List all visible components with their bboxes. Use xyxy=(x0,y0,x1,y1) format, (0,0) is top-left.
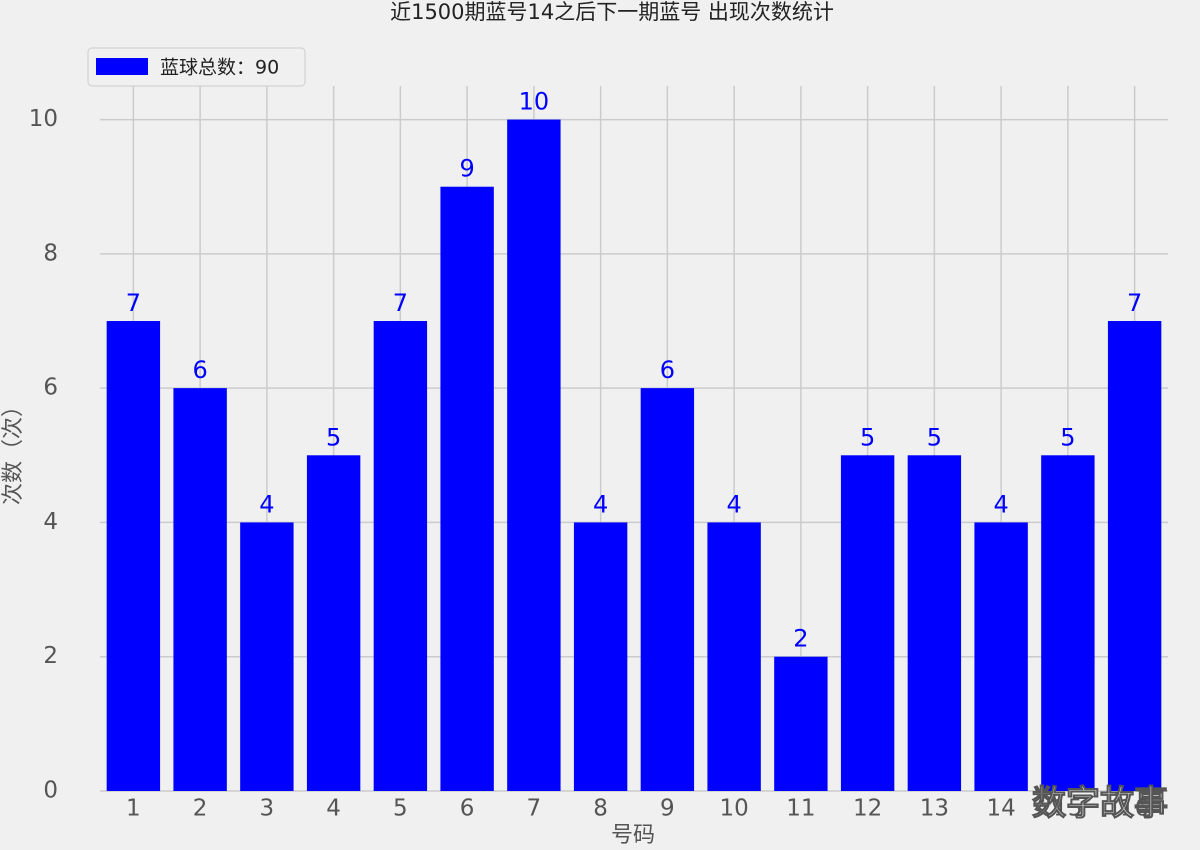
value-label: 2 xyxy=(793,625,808,653)
x-tick-label: 8 xyxy=(593,796,608,822)
value-label: 7 xyxy=(1127,289,1142,317)
x-tick-label: 15 xyxy=(1053,796,1082,822)
x-tick-label: 14 xyxy=(986,796,1015,822)
y-tick-label: 10 xyxy=(29,106,58,132)
legend-swatch xyxy=(96,58,148,75)
bar xyxy=(707,522,761,791)
value-label: 9 xyxy=(459,155,474,183)
x-axis-label: 号码 xyxy=(611,823,655,848)
bar xyxy=(640,388,695,791)
bar xyxy=(240,522,294,791)
x-tick-label: 12 xyxy=(853,796,882,822)
bar xyxy=(373,321,428,791)
y-tick-label: 6 xyxy=(43,375,58,401)
y-axis-label: 次数（次） xyxy=(1,395,26,505)
value-label: 4 xyxy=(993,490,1008,518)
y-tick-label: 8 xyxy=(43,240,58,266)
bar xyxy=(573,522,628,791)
bar xyxy=(907,455,962,791)
bar xyxy=(974,522,1028,791)
watermark: 数字故事 xyxy=(1032,784,1168,824)
bar xyxy=(507,119,561,792)
value-label: 4 xyxy=(726,490,741,518)
y-tick-label: 2 xyxy=(43,643,58,669)
legend-label: 蓝球总数：90 xyxy=(160,57,279,79)
x-tick-label: 6 xyxy=(460,796,475,822)
value-label: 4 xyxy=(259,490,274,518)
x-tick-label: 16 xyxy=(1120,796,1149,822)
bar xyxy=(1041,455,1095,791)
bar xyxy=(306,455,361,791)
x-tick-label: 9 xyxy=(660,796,675,822)
chart-title: 近1500期蓝号14之后下一期蓝号 出现次数统计 xyxy=(390,0,834,24)
x-tick-label: 5 xyxy=(393,796,408,822)
x-tick-label: 3 xyxy=(260,796,275,822)
legend-box xyxy=(87,47,306,87)
bar xyxy=(106,321,161,791)
value-label: 7 xyxy=(393,289,408,317)
bar xyxy=(1107,321,1162,791)
x-tick-label: 4 xyxy=(326,796,341,822)
x-tick-label: 10 xyxy=(719,796,748,822)
value-label: 10 xyxy=(519,88,550,116)
bar xyxy=(840,455,895,791)
y-tick-label: 4 xyxy=(43,509,58,535)
value-label: 5 xyxy=(326,423,341,451)
x-tick-label: 1 xyxy=(126,796,141,822)
y-tick-label: 0 xyxy=(43,778,58,804)
bars: 7 6 4 5 7 9 10 4 6 4 2 5 5 4 5 7 xyxy=(106,88,1162,792)
value-label: 5 xyxy=(927,423,942,451)
legend: 蓝球总数：90 xyxy=(87,47,306,87)
x-tick-label: 2 xyxy=(193,796,208,822)
value-label: 5 xyxy=(860,423,875,451)
x-tick-label: 7 xyxy=(527,796,542,822)
value-label: 6 xyxy=(660,356,675,384)
value-label: 4 xyxy=(593,490,608,518)
value-label: 5 xyxy=(1060,423,1075,451)
bar xyxy=(440,186,494,791)
bar xyxy=(173,388,227,791)
value-label: 7 xyxy=(126,289,141,317)
bar xyxy=(774,656,828,791)
value-label: 6 xyxy=(192,356,207,384)
x-tick-label: 13 xyxy=(920,796,949,822)
x-tick-label: 11 xyxy=(786,796,815,822)
